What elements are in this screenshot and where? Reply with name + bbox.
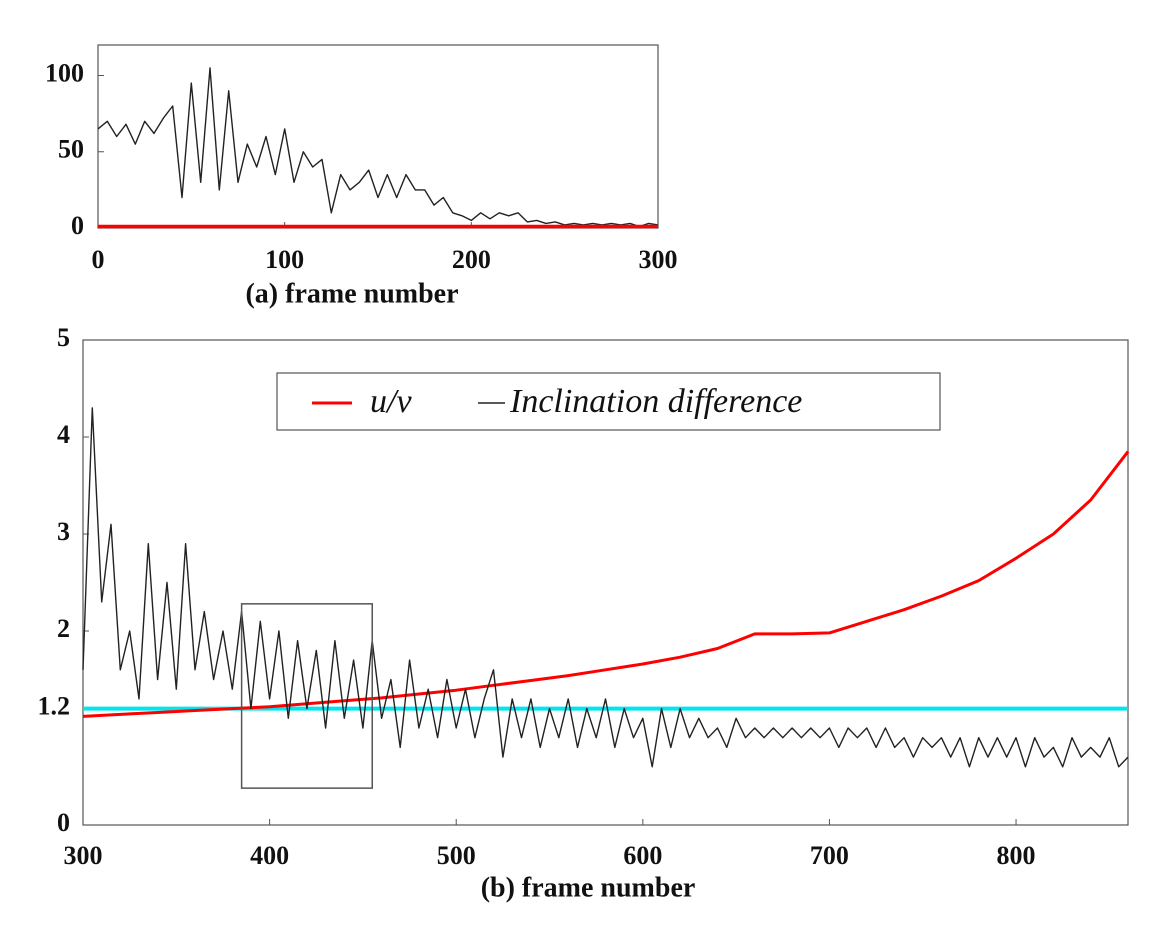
legend-label: Inclination difference [509, 383, 802, 420]
y-tick-label: 100 [45, 58, 84, 87]
y-tick-label: 3 [57, 517, 70, 546]
x-tick-label: 200 [452, 245, 491, 274]
x-tick-label: 700 [810, 841, 849, 870]
x-tick-label: 0 [92, 245, 105, 274]
x-tick-label: 600 [623, 841, 662, 870]
x-tick-label: 500 [437, 841, 476, 870]
legend-frame [276, 372, 941, 431]
y-tick-label: 1.2 [38, 692, 71, 721]
x-tick-label: 800 [997, 841, 1036, 870]
x-tick-label: 300 [639, 245, 678, 274]
x-axis-label: (a) frame number [245, 278, 458, 309]
subplot: 0 100 200 300 0 50 100 (a) frame number [45, 44, 678, 309]
x-tick-label: 300 [64, 841, 103, 870]
y-tick-label: 0 [71, 211, 84, 240]
y-tick-label: 4 [57, 420, 70, 449]
legend-label: u/v [370, 383, 412, 420]
x-tick-label: 100 [265, 245, 304, 274]
plot-frame [97, 44, 659, 229]
subplot: 300 400 500 600 700 800 0 1.2 2 3 4 5 (b) frame numb… [38, 323, 1130, 903]
x-axis-label: (b) frame number [481, 872, 696, 903]
y-tick-label: 5 [57, 323, 70, 352]
y-tick-label: 0 [57, 808, 70, 837]
x-tick-label: 400 [250, 841, 289, 870]
highlight-box [240, 603, 373, 789]
data-line [82, 407, 1129, 768]
data-line [82, 450, 1130, 718]
y-tick-label: 2 [57, 614, 70, 643]
y-tick-label: 50 [58, 135, 84, 164]
legend: u/v Inclination difference [276, 372, 941, 431]
